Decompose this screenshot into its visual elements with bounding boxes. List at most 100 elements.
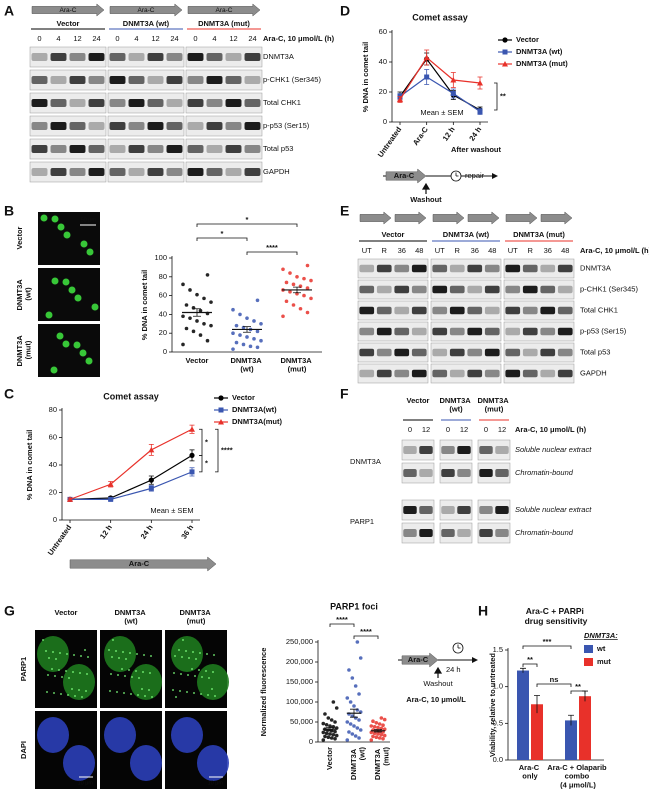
blot-band: [457, 506, 471, 514]
bar: [517, 670, 529, 760]
blot-band: [394, 285, 410, 294]
y-tick-label: 60: [159, 291, 167, 300]
data-point: [348, 700, 353, 704]
foci: [121, 668, 123, 670]
data-point: [326, 735, 331, 739]
blot-band: [540, 285, 556, 294]
y-axis-label: Viability, relative to untreated: [488, 653, 497, 757]
data-point: [355, 726, 360, 730]
foci: [60, 693, 62, 695]
foci: [179, 690, 181, 692]
foci: [85, 690, 87, 692]
data-point: [231, 347, 235, 351]
foci: [65, 670, 67, 672]
significance-label: ****: [266, 243, 278, 252]
blot-band: [69, 53, 86, 61]
blot-band: [31, 53, 48, 61]
legend-label: Vector: [516, 35, 539, 44]
blot-band: [147, 99, 164, 107]
blot-band: [484, 369, 500, 378]
nucleus: [130, 664, 162, 700]
chart-note: Mean ± SEM: [420, 108, 463, 117]
blot-background: [29, 161, 107, 183]
lane-label: 24: [170, 34, 178, 43]
data-point: [379, 716, 384, 720]
error-bar: [293, 286, 301, 294]
blot-band: [479, 446, 493, 454]
foci: [188, 657, 190, 659]
group-label: Vector: [57, 19, 80, 28]
row-label: Soluble nuclear extract: [515, 445, 592, 454]
panel-label: B: [4, 203, 14, 219]
arrow-shape: [31, 3, 105, 17]
lane-label: 4: [56, 34, 60, 43]
data-point: [329, 718, 334, 722]
significance-label: ****: [221, 446, 233, 455]
blot-band: [394, 327, 410, 336]
lane-title: Ara-C, 10 μmol/L (h): [263, 34, 335, 43]
data-point: [374, 721, 379, 725]
arrow-label: Ara-C: [60, 7, 77, 14]
blot-band: [88, 145, 105, 153]
blot-band: [449, 264, 465, 273]
blot-band: [484, 306, 500, 315]
foci: [61, 676, 63, 678]
legend-label: Vector: [232, 393, 255, 402]
blot-band: [244, 122, 261, 130]
lane-title: Ara-C, 10 μmol/L (h): [580, 246, 649, 255]
blot-band: [376, 327, 392, 336]
comet-cell: [45, 311, 53, 319]
legend-label: DNMT3A (mut): [516, 59, 568, 68]
foci: [55, 658, 57, 660]
blot-band: [403, 506, 417, 514]
blot-band: [88, 168, 105, 176]
foci: [67, 694, 69, 696]
significance-label: ****: [360, 627, 372, 636]
blot-band: [540, 306, 556, 315]
image-row-label: PARP1: [19, 657, 28, 681]
blot-band: [69, 122, 86, 130]
blot-band: [467, 306, 483, 315]
x-tick-label: Ara-C + Olaparib combo (4 μmol/L): [547, 763, 608, 789]
blot-background: [401, 522, 435, 544]
image-column-label: DNMT3A (mut): [179, 608, 212, 626]
blot-band: [505, 348, 521, 357]
blot-band: [467, 327, 483, 336]
legend-marker: [218, 419, 224, 425]
data-point: [298, 306, 303, 311]
data-point: [328, 732, 332, 736]
washout-arrow: [421, 182, 431, 194]
data-point: [345, 738, 350, 742]
foci: [128, 669, 130, 671]
data-point: [284, 280, 289, 285]
significance-label: ***: [543, 637, 552, 646]
row-label: DNMT3A: [263, 52, 294, 61]
comet-cell: [73, 341, 81, 349]
blot-background: [439, 522, 473, 544]
blot-band: [225, 145, 242, 153]
blot-background: [29, 69, 107, 91]
y-tick-label: 150,000: [286, 677, 313, 686]
blot-background: [503, 321, 575, 342]
panel-label: D: [340, 3, 350, 19]
comet-cell: [91, 303, 99, 311]
data-point: [357, 718, 361, 722]
x-tick-label: DNMT3A (wt): [230, 356, 263, 374]
data-point: [191, 329, 196, 334]
data-point: [377, 736, 382, 740]
significance-bracket: [196, 223, 298, 227]
timeline-head: [472, 657, 478, 663]
blot-band: [522, 285, 538, 294]
panel-label: F: [340, 386, 349, 402]
data-point: [281, 314, 285, 319]
panel-label: G: [4, 603, 15, 619]
y-tick-label: 50,000: [290, 717, 313, 726]
foci: [195, 658, 197, 660]
foci: [144, 695, 146, 697]
foci: [173, 672, 175, 674]
lane-label: 12: [460, 425, 468, 434]
image-column-label: Vector: [55, 608, 78, 617]
blot-band: [69, 76, 86, 84]
foci: [150, 655, 152, 657]
significance-label: ****: [336, 615, 348, 624]
